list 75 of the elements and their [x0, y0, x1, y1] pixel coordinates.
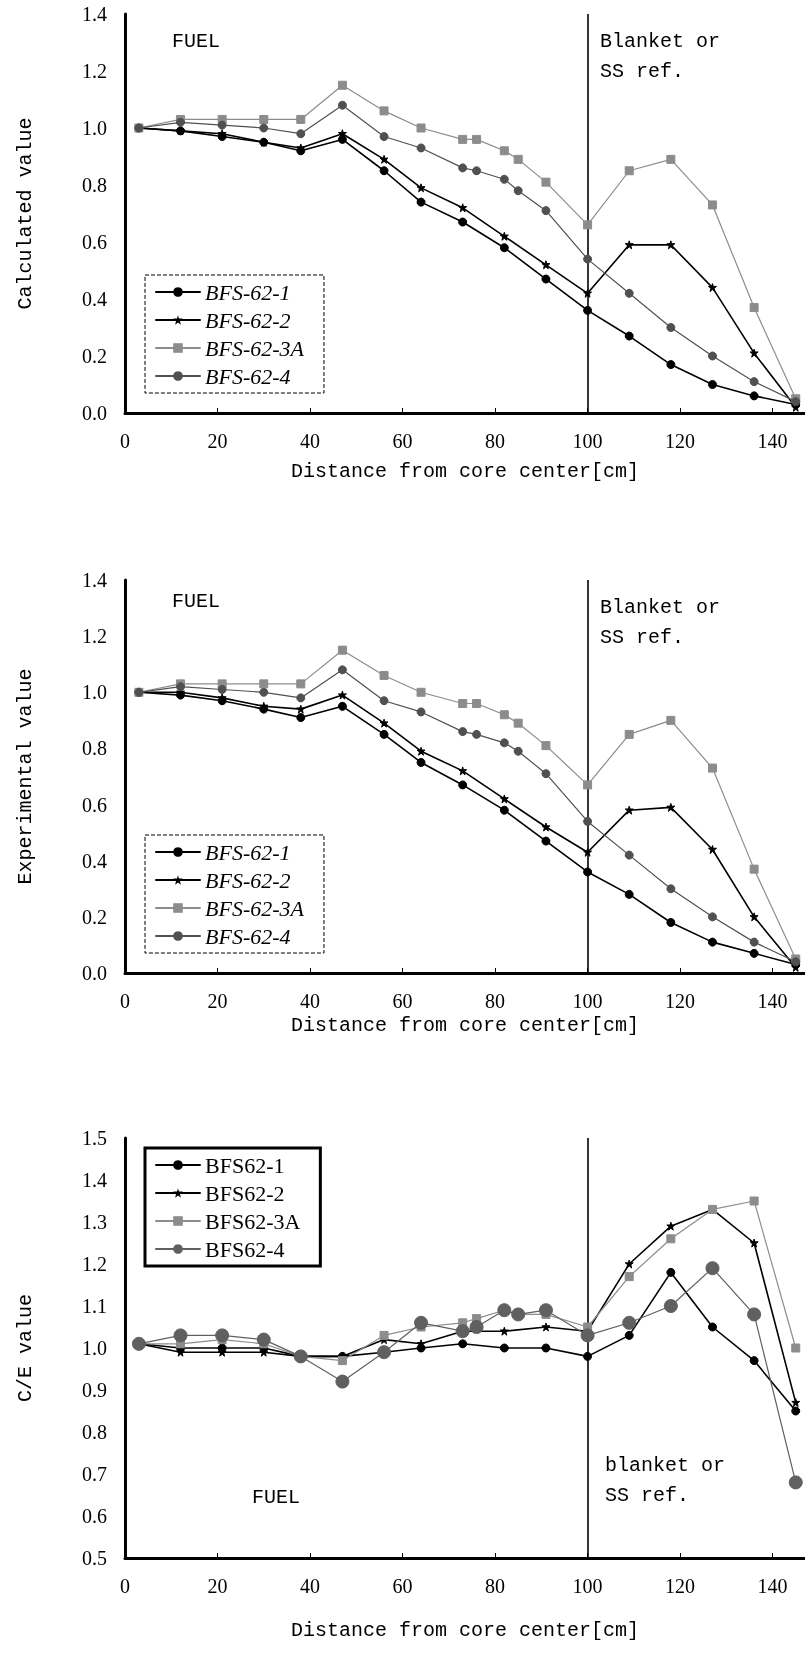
y-tick-label: 0.8 [82, 1421, 107, 1443]
legend-label: BFS-62-1 [205, 279, 291, 305]
x-tick-label: 60 [392, 1575, 413, 1597]
x-axis-title: Distance from core center[cm] [290, 459, 640, 483]
x-tick-label: 40 [300, 430, 321, 452]
x-tick-label: 0 [120, 1575, 130, 1597]
x-tick-label: 20 [207, 430, 228, 452]
annotation: Blanket or SS ref. [600, 29, 721, 83]
legend-label: BFS62-2 [205, 1180, 285, 1206]
legend-label: BFS-62-1 [205, 839, 291, 865]
x-tick-label: 80 [485, 990, 506, 1012]
legend-label: BFS-62-2 [205, 307, 291, 333]
y-tick-label: 1.0 [82, 681, 107, 704]
x-tick-label: 0 [120, 990, 130, 1012]
x-axis-title: Distance from core center[cm] [290, 1014, 640, 1038]
y-tick-label: 1.5 [82, 1127, 107, 1149]
y-tick-label: 0.6 [82, 1505, 107, 1527]
y-tick-label: 1.4 [82, 1169, 107, 1191]
y-tick-label: 1.0 [82, 1337, 107, 1359]
y-tick-label: 1.3 [82, 1211, 107, 1233]
legend-label: BFS62-1 [205, 1152, 285, 1178]
legend-label: BFS62-3A [205, 1208, 301, 1234]
x-tick-label: 20 [207, 990, 228, 1012]
y-tick-label: 1.2 [82, 1253, 107, 1275]
y-tick-label: 1.0 [82, 117, 107, 139]
x-tick-label: 140 [757, 430, 788, 452]
y-axis-title: Experimental value [13, 668, 37, 885]
y-axis-title: Calculated value [13, 117, 37, 310]
y-tick-label: 0.5 [82, 1547, 107, 1569]
y-tick-label: 0.2 [82, 345, 107, 367]
legend-label: BFS-62-2 [205, 867, 291, 893]
x-tick-label: 120 [665, 430, 696, 452]
x-tick-label: 60 [392, 990, 413, 1012]
y-tick-label: 0.9 [82, 1379, 107, 1401]
y-tick-label: 0.7 [82, 1463, 107, 1485]
x-tick-label: 120 [665, 990, 696, 1012]
x-tick-label: 40 [300, 1575, 321, 1597]
x-tick-label: 20 [207, 1575, 228, 1597]
y-tick-label: 1.2 [82, 60, 107, 82]
annotation: Blanket or SS ref. [600, 595, 721, 649]
annotation: FUEL [252, 1485, 301, 1509]
legend-label: BFS-62-4 [205, 363, 291, 389]
annotation: FUEL [172, 29, 221, 53]
y-tick-label: 1.4 [82, 569, 107, 591]
y-tick-label: 0.8 [82, 174, 107, 196]
x-tick-label: 80 [485, 430, 506, 452]
x-tick-label: 140 [757, 1575, 788, 1597]
y-tick-label: 0.2 [82, 905, 107, 928]
x-tick-label: 80 [485, 1575, 506, 1597]
x-tick-label: 120 [665, 1575, 696, 1597]
y-tick-label: 0.4 [82, 288, 107, 310]
x-tick-label: 100 [572, 990, 603, 1012]
x-tick-label: 60 [392, 430, 413, 452]
y-axis-title: C/E value [13, 1293, 37, 1403]
y-tick-label: 0.0 [82, 962, 107, 984]
legend-label: BFS-62-3A [205, 895, 305, 921]
annotation: FUEL [172, 589, 221, 613]
x-tick-label: 40 [300, 990, 321, 1012]
y-tick-label: 1.1 [82, 1295, 107, 1317]
x-axis-title: Distance from core center[cm] [290, 1618, 640, 1642]
legend-label: BFS-62-3A [205, 335, 305, 361]
legend-label: BFS-62-4 [205, 923, 291, 949]
annotation: blanket or SS ref. [605, 1453, 726, 1507]
x-tick-label: 0 [120, 430, 130, 452]
y-tick-label: 0.6 [82, 793, 107, 816]
y-tick-label: 0.0 [82, 402, 107, 424]
x-tick-label: 140 [757, 990, 788, 1012]
legend-label: BFS62-4 [205, 1236, 285, 1262]
x-tick-label: 100 [572, 1575, 603, 1597]
y-tick-label: 0.6 [82, 231, 107, 253]
x-tick-label: 100 [572, 430, 603, 452]
y-tick-label: 0.4 [82, 849, 107, 872]
y-tick-label: 1.4 [82, 3, 107, 25]
y-tick-label: 1.2 [82, 625, 107, 648]
y-tick-label: 0.8 [82, 737, 107, 760]
